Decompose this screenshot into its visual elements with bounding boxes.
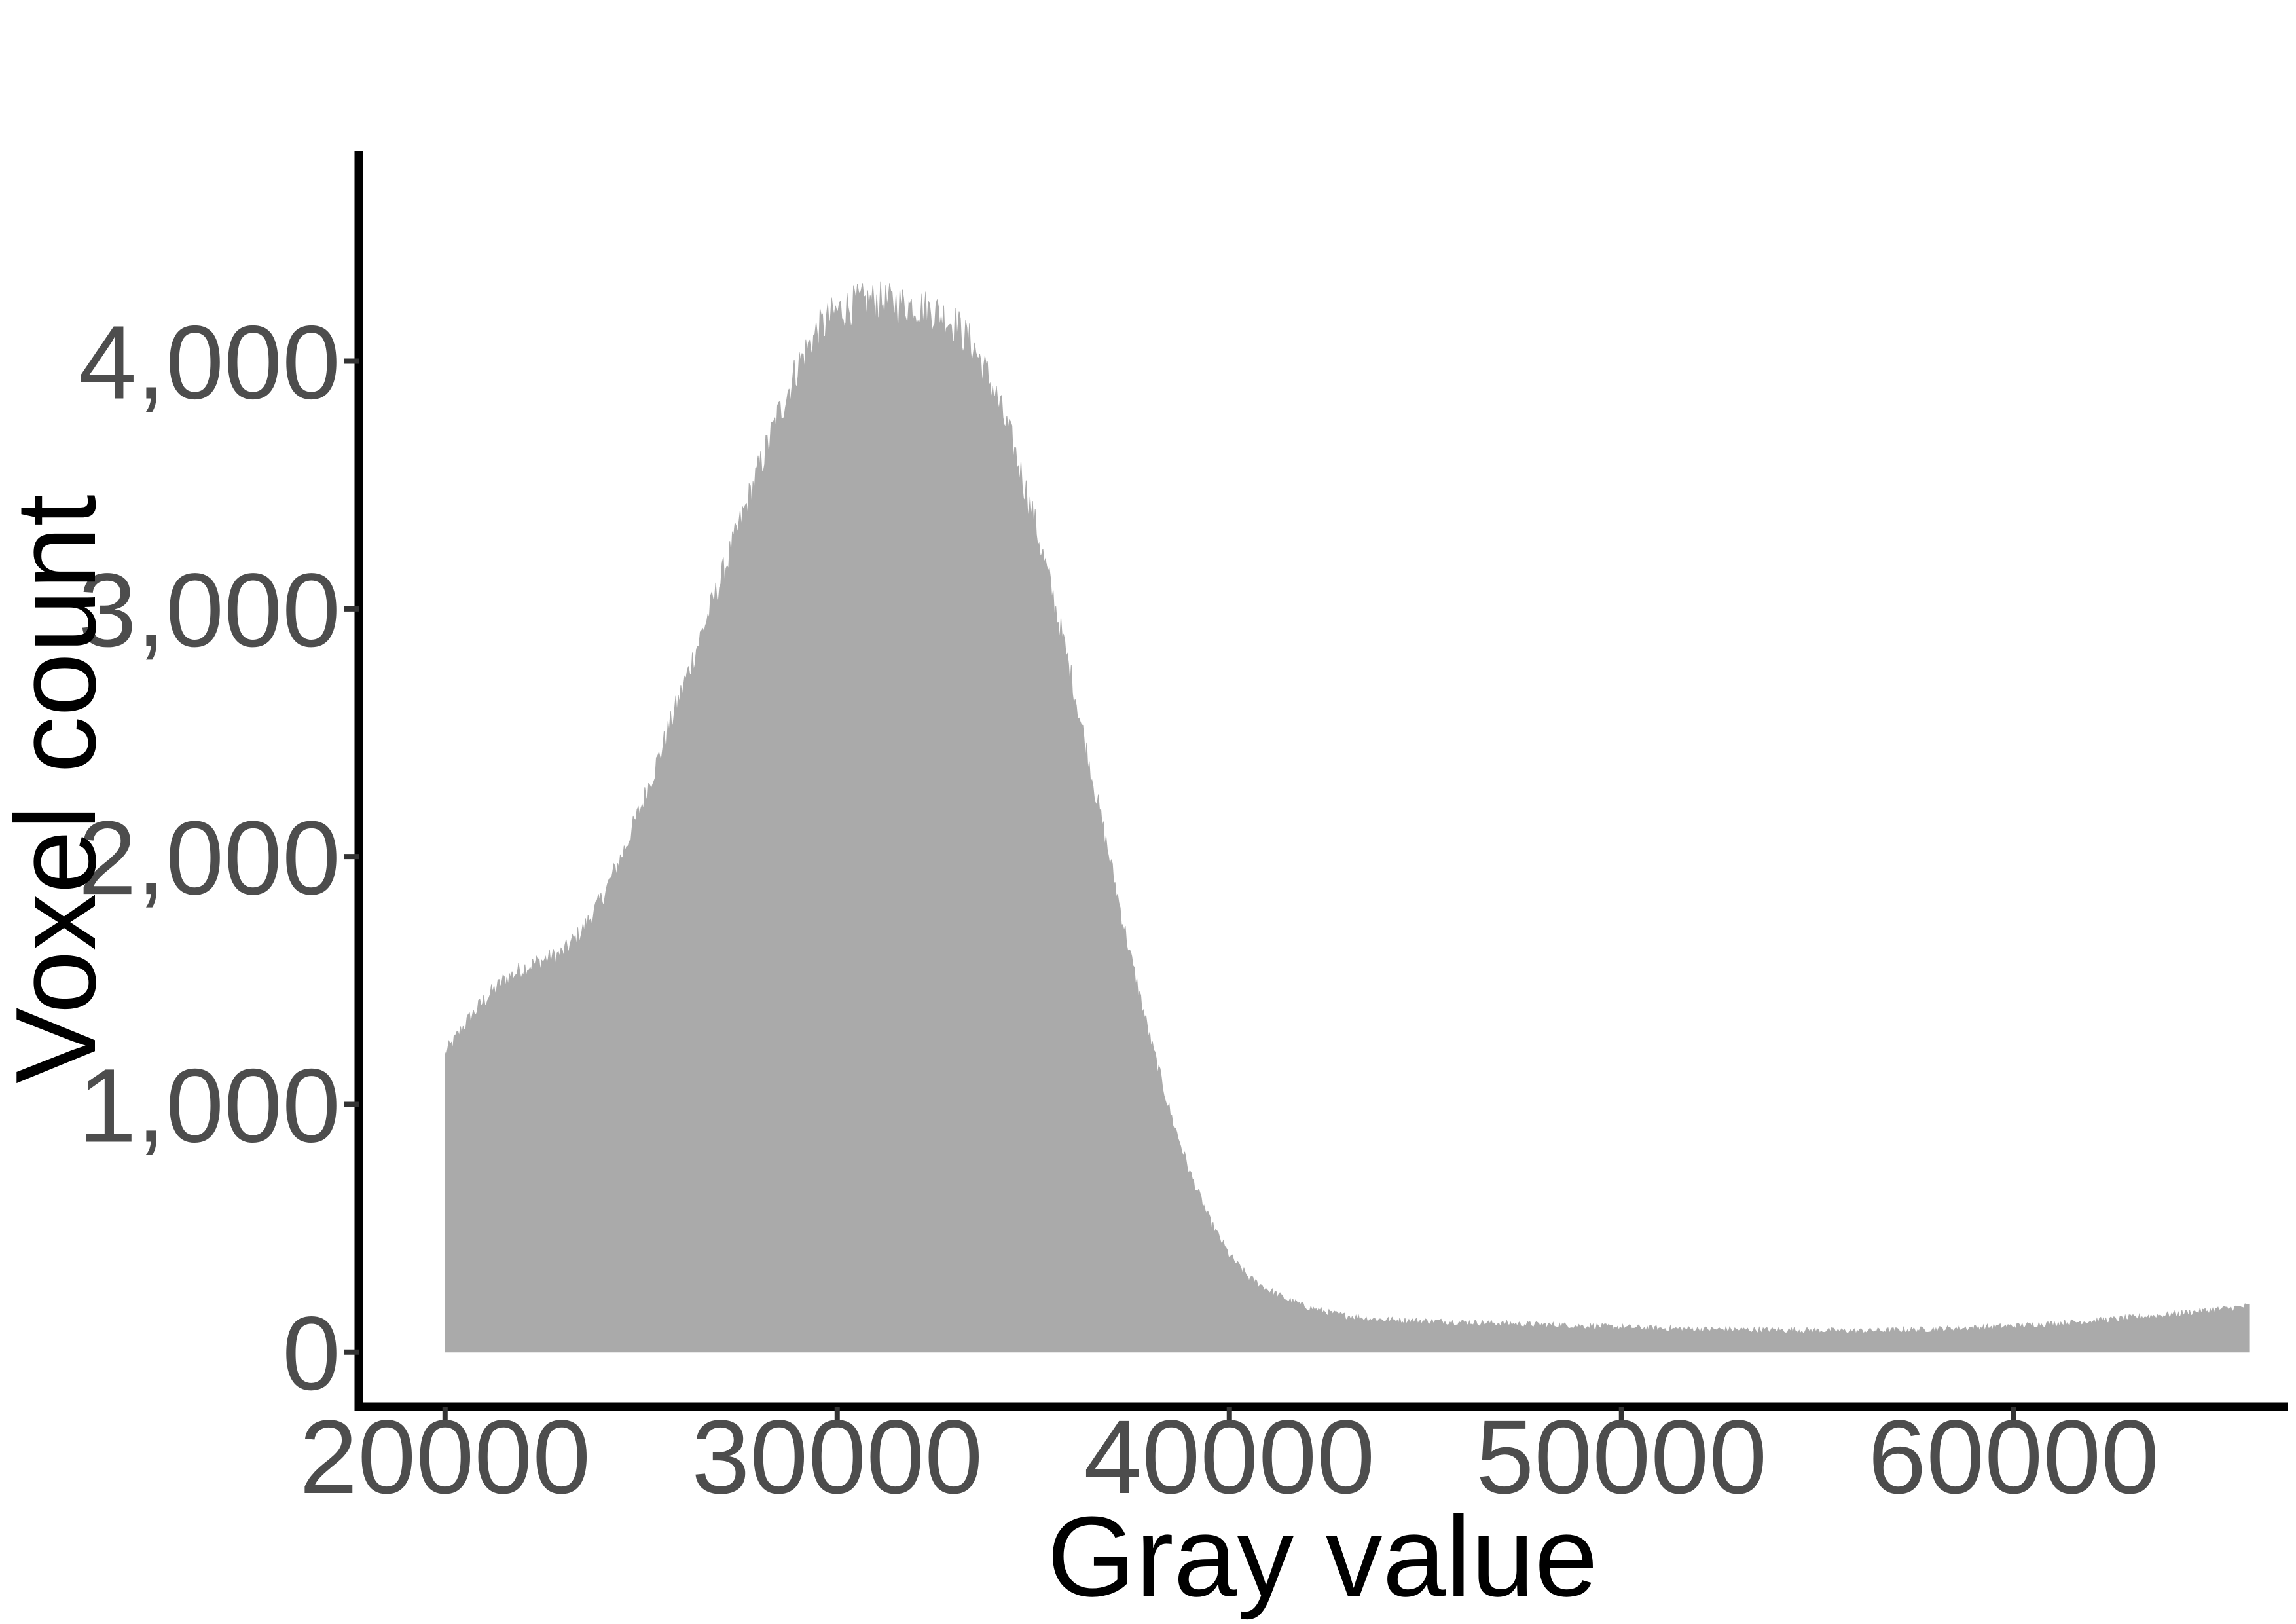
- plot-area: [445, 281, 2250, 1353]
- x-axis-title: Gray value: [1047, 1492, 1597, 1620]
- x-axis-ticks: 20000 30000 40000 50000 60000: [299, 1398, 2159, 1515]
- x-tick-label: 60000: [1868, 1398, 2159, 1515]
- x-tick-label: 50000: [1476, 1398, 1767, 1515]
- y-axis-ticks: 0 1,000 2,000 3,000 4,000: [79, 304, 359, 1412]
- y-axis-title: Voxel count: [0, 494, 119, 1084]
- y-tick-label: 3,000: [79, 551, 340, 669]
- y-tick-label: 0: [282, 1295, 340, 1412]
- x-tick-label: 30000: [691, 1398, 983, 1515]
- y-tick-label: 4,000: [79, 304, 340, 421]
- y-tick-label: 2,000: [79, 799, 340, 916]
- histogram-area: [445, 281, 2250, 1353]
- x-tick-label: 40000: [1084, 1398, 1375, 1515]
- x-tick-label: 20000: [299, 1398, 591, 1515]
- y-tick-label: 1,000: [79, 1046, 340, 1164]
